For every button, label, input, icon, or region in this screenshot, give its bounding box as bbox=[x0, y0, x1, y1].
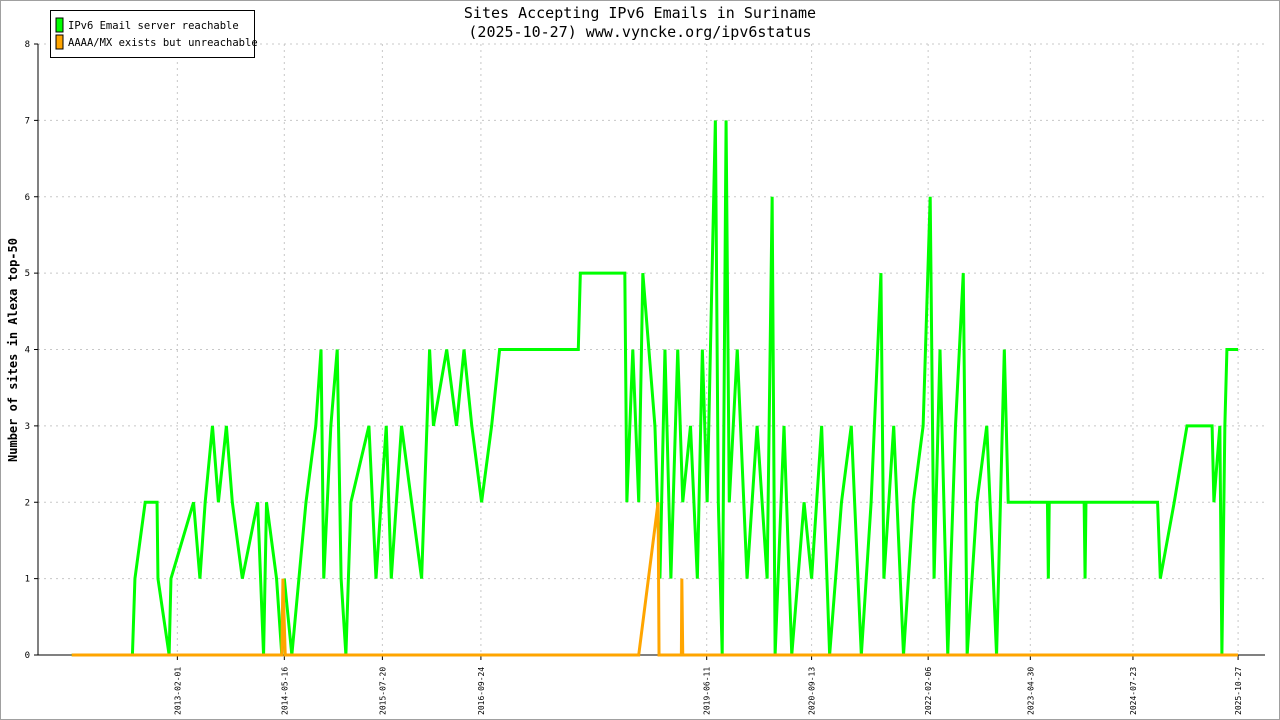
y-tick-label: 3 bbox=[25, 422, 30, 432]
y-tick-label: 2 bbox=[25, 498, 30, 508]
y-tick-label: 1 bbox=[25, 575, 30, 585]
x-tick-label: 2014-05-16 bbox=[280, 667, 289, 715]
x-tick-label: 2019-06-11 bbox=[703, 667, 712, 715]
x-tick-label: 2015-07-20 bbox=[378, 667, 387, 715]
legend-swatch bbox=[55, 17, 64, 33]
x-tick-label: 2020-09-13 bbox=[808, 667, 817, 715]
chart-title: Sites Accepting IPv6 Emails in Suriname bbox=[464, 4, 816, 22]
y-axis-label: Number of sites in Alexa top-50 bbox=[6, 238, 20, 462]
y-tick-label: 4 bbox=[25, 346, 30, 356]
x-tick-label: 2024-07-23 bbox=[1129, 667, 1138, 715]
y-tick-label: 0 bbox=[25, 651, 30, 661]
y-tick-label: 7 bbox=[25, 116, 30, 126]
x-tick-label: 2013-02-01 bbox=[173, 667, 182, 715]
x-tick-label: 2023-04-30 bbox=[1026, 667, 1035, 715]
y-tick-label: 5 bbox=[25, 269, 30, 279]
legend-swatch bbox=[55, 34, 64, 50]
legend-label: AAAA/MX exists but unreachable bbox=[68, 37, 258, 49]
legend-label: IPv6 Email server reachable bbox=[68, 20, 239, 32]
x-tick-label: 2022-02-06 bbox=[924, 667, 933, 715]
y-tick-label: 8 bbox=[25, 40, 30, 50]
x-tick-label: 2025-10-27 bbox=[1234, 667, 1243, 715]
legend-box bbox=[50, 10, 255, 58]
y-tick-label: 6 bbox=[25, 193, 30, 203]
chart-subtitle: (2025-10-27) www.vyncke.org/ipv6status bbox=[468, 23, 811, 41]
x-tick-label: 2016-09-24 bbox=[477, 667, 486, 715]
series-line bbox=[71, 502, 1239, 657]
